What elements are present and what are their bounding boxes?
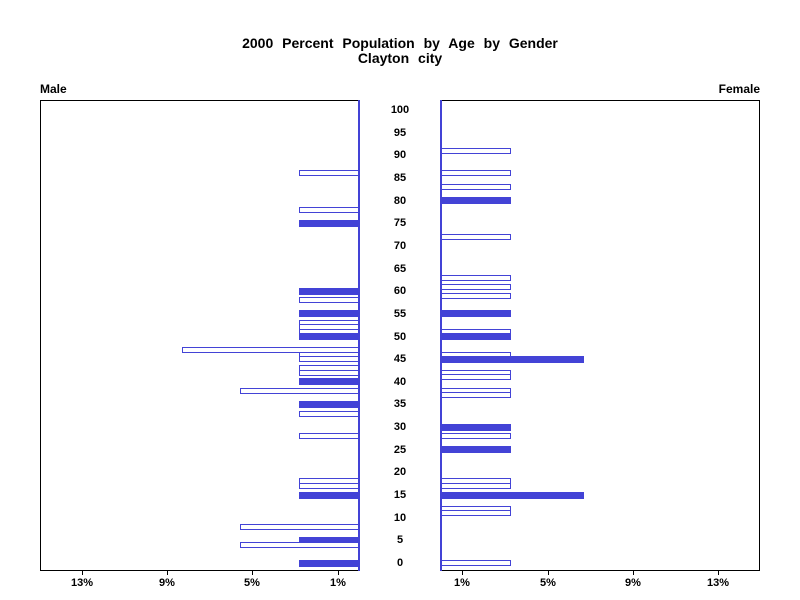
female-bar-age-50 [441,333,511,340]
male-bar-age-45 [299,356,359,362]
female-bar-age-59 [441,293,511,299]
female-bar-age-80 [441,197,511,204]
female-bar-age-91 [441,148,511,154]
female-x-axis-tick-13% [718,571,719,575]
male-panel-label: Male [40,82,67,96]
male-bar-age-28 [299,433,359,439]
female-bar-age-86 [441,170,511,176]
female-bar-age-15 [441,492,584,499]
y-axis-label-age-90: 90 [393,149,407,161]
female-bar-age-72 [441,234,511,240]
male-bar-age-47 [182,347,359,353]
female-bar-age-30 [441,424,511,431]
male-bar-age-55 [299,310,359,317]
y-axis-label-age-45: 45 [393,353,407,365]
male-x-axis-label-1%: 1% [330,577,346,589]
female-panel-label: Female [718,82,760,96]
y-axis-label-age-65: 65 [393,263,407,275]
male-x-axis-tick-5% [252,571,253,575]
chart-title-line1: 2000 Percent Population by Age by Gender [242,35,558,51]
male-bar-age-5 [299,537,359,544]
y-axis-label-age-0: 0 [396,557,404,569]
male-bar-age-75 [299,220,359,227]
male-x-axis-tick-13% [82,571,83,575]
male-bar-age-60 [299,288,359,295]
y-axis-label-age-60: 60 [393,285,407,297]
male-bar-age-0 [299,560,359,567]
male-bar-age-4 [240,542,359,548]
female-bar-age-61 [441,284,511,290]
female-x-axis-label-5%: 5% [540,577,556,589]
male-bar-age-38 [240,388,359,394]
male-bar-age-17 [299,483,359,489]
female-bar-age-55 [441,310,511,317]
male-x-axis-label-9%: 9% [159,577,175,589]
male-bar-age-40 [299,378,359,385]
y-axis-label-age-75: 75 [393,217,407,229]
y-axis-label-age-40: 40 [393,376,407,388]
male-bar-age-50 [299,333,359,340]
y-axis-label-age-30: 30 [393,421,407,433]
y-axis-label-age-20: 20 [393,466,407,478]
male-x-axis-tick-1% [338,571,339,575]
female-bar-age-11 [441,510,511,516]
y-axis-label-age-35: 35 [393,398,407,410]
female-bar-age-28 [441,433,511,439]
female-bar-age-83 [441,184,511,190]
y-axis-label-age-95: 95 [393,127,407,139]
chart-title: 2000 Percent Population by Age by Gender… [0,36,800,66]
female-bar-age-0 [441,560,511,566]
male-bar-age-78 [299,207,359,213]
female-x-axis-tick-5% [548,571,549,575]
male-bar-age-33 [299,411,359,417]
female-x-axis-label-13%: 13% [706,577,730,589]
male-bar-age-35 [299,401,359,408]
female-bar-age-25 [441,446,511,453]
y-axis-label-age-55: 55 [393,308,407,320]
male-bar-age-15 [299,492,359,499]
male-bar-age-8 [240,524,359,530]
female-bar-age-17 [441,483,511,489]
y-axis-label-age-25: 25 [393,444,407,456]
female-bar-age-45 [441,356,584,363]
chart-title-line2: Clayton city [357,50,443,66]
y-axis-label-age-10: 10 [393,512,407,524]
male-bar-age-86 [299,170,359,176]
male-x-axis-label-5%: 5% [244,577,260,589]
y-axis-label-age-85: 85 [393,172,407,184]
female-x-axis-tick-1% [462,571,463,575]
female-bar-age-37 [441,392,511,398]
male-x-axis-label-13%: 13% [70,577,94,589]
male-bar-age-58 [299,297,359,303]
male-baseline-axis [358,100,360,571]
female-x-axis-label-9%: 9% [625,577,641,589]
female-bar-age-41 [441,374,511,380]
y-axis-label-age-5: 5 [396,534,404,546]
y-axis-label-age-100: 100 [390,104,410,116]
y-axis-label-age-70: 70 [393,240,407,252]
female-x-axis-label-1%: 1% [454,577,470,589]
female-x-axis-tick-9% [633,571,634,575]
male-bar-age-42 [299,370,359,376]
y-axis-label-age-15: 15 [393,489,407,501]
y-axis-label-age-50: 50 [393,331,407,343]
female-bar-age-63 [441,275,511,281]
male-x-axis-tick-9% [167,571,168,575]
y-axis-label-age-80: 80 [393,195,407,207]
